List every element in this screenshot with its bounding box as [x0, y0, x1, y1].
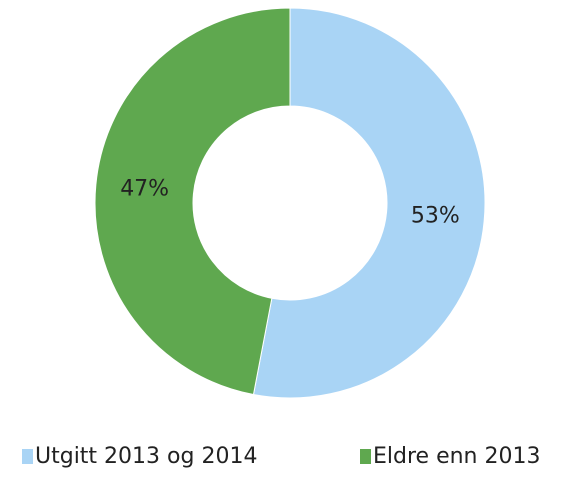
slice — [94, 7, 291, 396]
legend-label: Eldre enn 2013 — [373, 444, 540, 469]
legend-label: Utgitt 2013 og 2014 — [35, 444, 257, 469]
data-label: 53% — [411, 204, 460, 229]
slice — [252, 7, 486, 399]
legend-swatch — [22, 449, 33, 464]
legend-swatch — [360, 449, 371, 464]
data-label: 47% — [120, 176, 169, 201]
